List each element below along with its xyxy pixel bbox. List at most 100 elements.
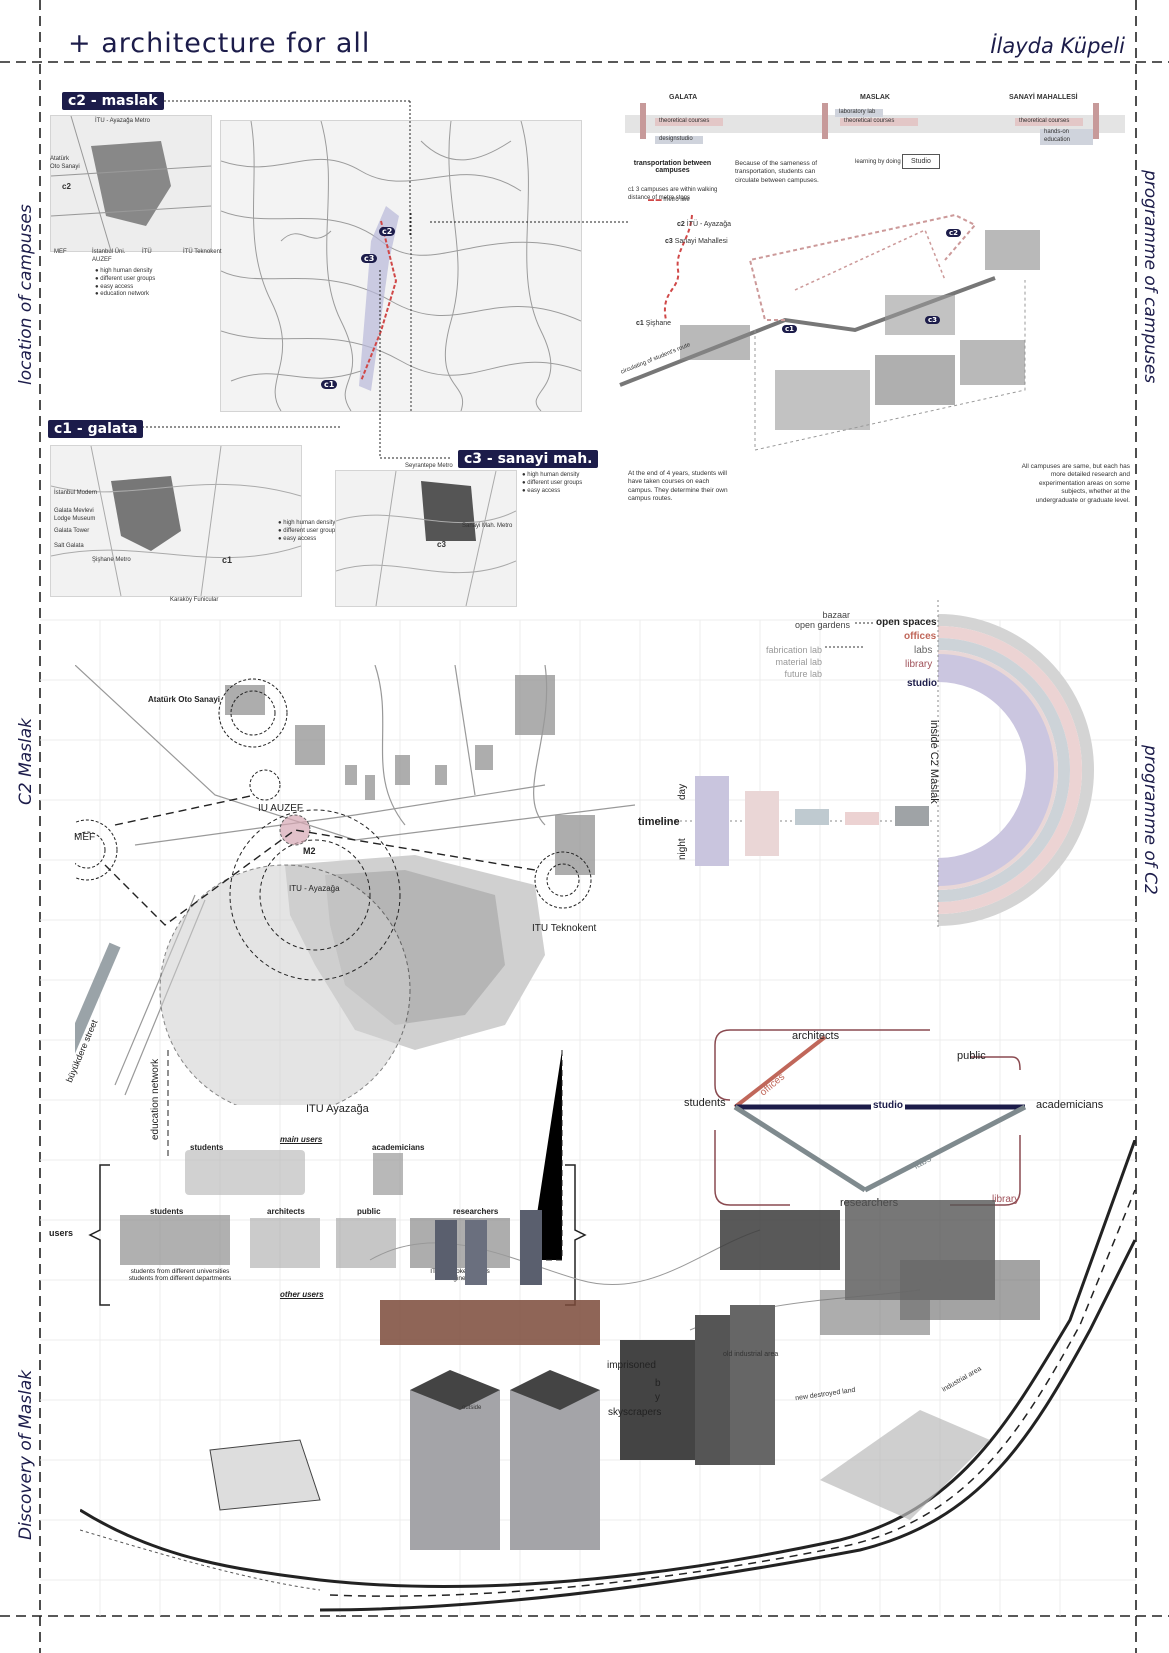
users-academicians-illustration: [373, 1153, 403, 1195]
users-label: users: [49, 1228, 74, 1238]
c2-label-itu: İTÜ: [142, 249, 152, 255]
route-c2: c2 İTÜ - Ayazağa: [677, 221, 731, 228]
users-architects: architects: [267, 1207, 305, 1216]
c3-label-c3: c3: [437, 540, 446, 549]
c3-legend: ● high human density ● different user gr…: [522, 472, 583, 494]
axo-marker-c2: c2: [946, 222, 962, 240]
c2-label-c2: c2: [62, 182, 71, 191]
side-label-programme-c2: programme of C2: [1140, 745, 1160, 895]
campus-caption: All campuses are same, but each has more…: [1021, 463, 1130, 504]
timeline-chart: [655, 776, 935, 866]
timeline-bar-day-labs: [795, 809, 829, 821]
edge-studio: studio: [871, 1100, 905, 1111]
c2-label-oto: Atatürk Oto Sanayi: [50, 156, 80, 170]
c2-item-fabrication: fabrication lab: [765, 645, 822, 655]
c2-small-map: [50, 115, 212, 252]
discovery-skyscrapers: skyscrapers: [608, 1407, 662, 1418]
station-sanayi: SANAYİ MAHALLESİ: [1009, 94, 1078, 101]
discovery-y: y: [655, 1392, 660, 1403]
c2map-label-ayazaga: ITU Ayazağa: [306, 1103, 369, 1115]
learning-label: learning by doing: [855, 159, 901, 165]
c2-item-material: material lab: [775, 657, 822, 667]
marker-c2-city: c2: [379, 221, 396, 239]
timeline-label: timeline: [638, 816, 680, 828]
users-students-illustration: [185, 1150, 305, 1195]
transport-note: Because of the sameness of transportatio…: [735, 160, 819, 184]
route-caption: At the end of 4 years, students will hav…: [628, 470, 728, 503]
timeline-bar-night-labs: [795, 821, 829, 825]
side-label-discovery: Discovery of Maslak: [16, 1369, 36, 1540]
other-users-label: other users: [280, 1290, 324, 1299]
programme-c2-rings: [937, 600, 1094, 930]
c3-label-seyrantepe: Seyrantepe Metro: [405, 463, 453, 469]
c1-legend: ● high human density ● different user gr…: [278, 520, 339, 542]
users-academicians: academicians: [372, 1143, 425, 1152]
relations-diagram: [714, 1029, 1027, 1206]
studio-box: Studio: [902, 154, 940, 170]
ring-label-labs: labs: [914, 645, 933, 656]
c2map-label-oto: Atatürk Oto Sanayi: [148, 695, 221, 704]
c2map-label-auzef: IU AUZEF: [258, 803, 304, 814]
c2map-label-m2: M2: [303, 846, 316, 856]
metro-line-legend: ▬ ▬ metro line: [648, 197, 690, 203]
c1-label-tower: Galata Tower: [54, 528, 90, 534]
ring-label-studio: studio: [907, 678, 937, 689]
ring-label-library: library: [905, 659, 933, 670]
node-public: public: [957, 1050, 986, 1062]
c1-label-lodge: Galata Mevlevi Lodge Museum: [54, 508, 96, 522]
c2-item-leaders: [825, 622, 873, 648]
axo-marker-c3: c3: [925, 309, 941, 327]
c2-label-auzef: İstanbul Üni. AUZEF: [92, 249, 126, 263]
side-label-c2-maslak: C2 Maslak: [16, 717, 36, 805]
station-post-1: [640, 103, 646, 139]
bar-maslak-lab: laboratory lab: [835, 109, 883, 117]
axo-marker-c1: c1: [782, 318, 798, 336]
discovery-illustration: [80, 1140, 1137, 1612]
c3-sanayi-tag: c3 - sanayi mah.: [458, 450, 599, 468]
users-public-illustration: [336, 1218, 396, 1268]
bar-sanayi-theory: theoretical courses: [1015, 118, 1083, 126]
timeline-bar-day-offices: [845, 812, 879, 821]
c1-label-salt: Salt Galata: [54, 543, 84, 549]
c2-item-bazaar: bazaar: [822, 610, 850, 620]
timeline-bar-night-studio: [695, 821, 729, 866]
istanbul-map-lines: [221, 121, 581, 411]
c2-maslak-map: [49, 664, 636, 1116]
night-label: night: [677, 838, 688, 860]
marker-c1-city: c1: [321, 374, 338, 392]
c2map-label-teknokent: ITU Teknokent: [532, 923, 597, 934]
bar-galata-studio: designstudio: [655, 136, 703, 144]
timeline-bar-day-library: [745, 791, 779, 821]
users-public: public: [357, 1207, 381, 1216]
metro-note: c1 3 campuses are within walking distanc…: [628, 187, 718, 201]
node-architects: architects: [792, 1030, 840, 1042]
c2map-label-mef: MEF: [74, 832, 96, 843]
timeline-bar-night-offices: [845, 821, 879, 825]
route-line: [663, 214, 693, 321]
users-researchers: researchers: [453, 1207, 499, 1216]
bar-sanayi-handson: hands-on education: [1040, 129, 1093, 145]
c1-label-karakoy: Karaköy Funicular: [170, 597, 219, 603]
c2-legend: ● high human density ● different user gr…: [95, 268, 156, 298]
c1-label-modern: İstanbul Modern: [54, 490, 98, 496]
route-c1: c1 Şişhane: [636, 320, 672, 327]
bar-maslak-theory: theoretical courses: [840, 118, 918, 126]
c3-label-sanayi: Sanayi Mah. Metro: [462, 523, 513, 529]
c2map-label-ayazaga-metro: ITU - Ayazağa: [289, 884, 340, 893]
c1-label-sishane: Şişhane Metro: [92, 557, 131, 563]
users-students-main: students: [190, 1143, 224, 1152]
route-c3: c3 Sanayi Mahallesi: [665, 238, 728, 245]
station-galata: GALATA: [669, 94, 698, 101]
ring-label-offices: offices: [904, 631, 937, 642]
page-title: + architecture for all: [68, 28, 371, 59]
discovery-b: b: [655, 1378, 661, 1389]
ring-label-open-spaces: open spaces: [876, 617, 937, 628]
timeline-bar-day-studio: [695, 776, 729, 821]
edge-library: library: [992, 1194, 1020, 1205]
node-students: students: [684, 1097, 726, 1109]
users-architects-illustration: [250, 1218, 320, 1268]
users-students-note: students from different universities stu…: [128, 1268, 232, 1282]
day-label: day: [677, 783, 688, 800]
author-name: İlayda Küpeli: [990, 34, 1125, 58]
node-academicians: academicians: [1036, 1099, 1104, 1111]
